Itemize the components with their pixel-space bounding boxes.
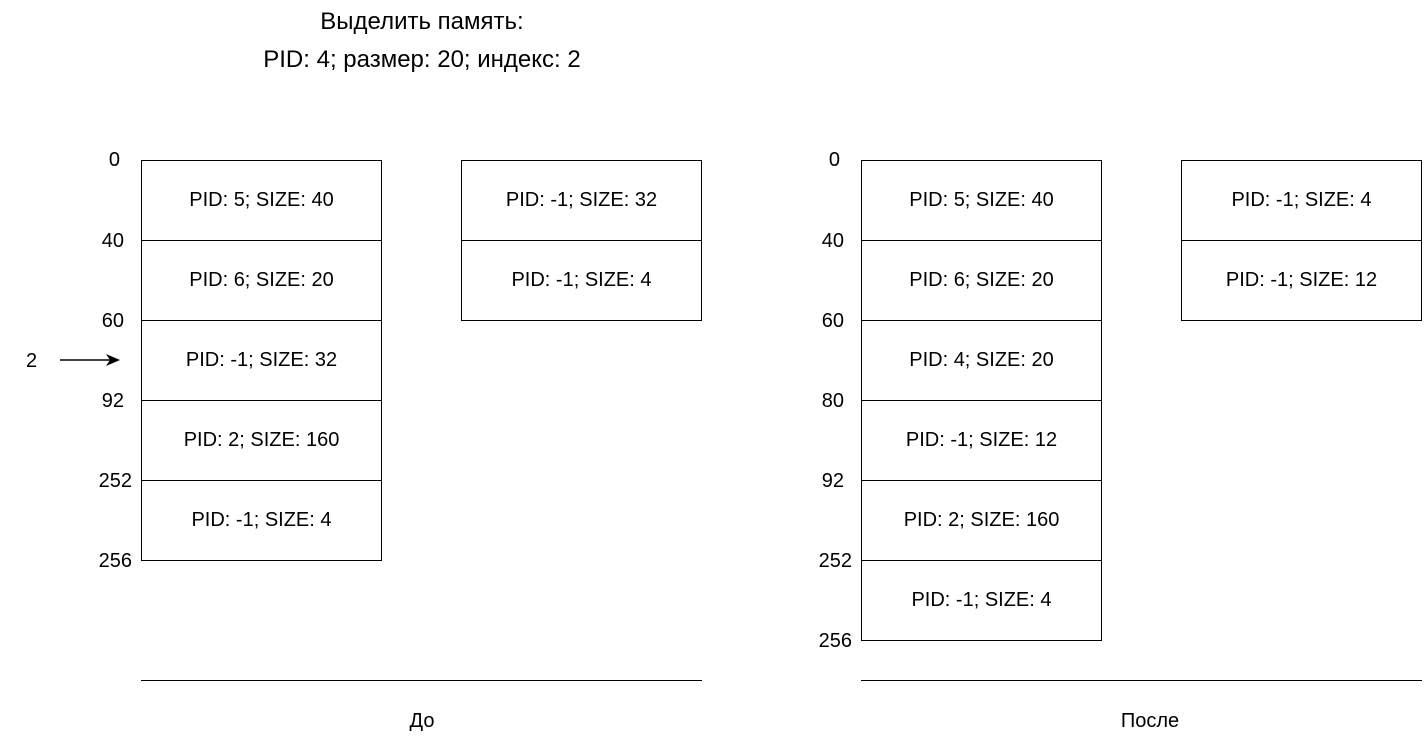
before-memory-block: PID: 2; SIZE: 160 — [141, 400, 382, 481]
after-free-list-item: PID: -1; SIZE: 12 — [1181, 240, 1422, 321]
after-address-label: 0 — [828, 149, 840, 171]
arrow-right-icon — [60, 354, 120, 366]
diagram-title-line1: Выделить память: — [320, 8, 524, 35]
before-address-label: 256 — [98, 550, 132, 572]
before-divider-line — [141, 680, 702, 681]
before-address-label: 40 — [101, 230, 124, 252]
after-address-label: 80 — [821, 390, 844, 412]
before-free-list-item: PID: -1; SIZE: 32 — [461, 160, 702, 241]
after-memory-block: PID: 4; SIZE: 20 — [861, 320, 1102, 401]
after-address-label: 92 — [821, 470, 844, 492]
before-memory-block: PID: 5; SIZE: 40 — [141, 160, 382, 241]
after-caption: После — [1120, 710, 1180, 732]
after-divider-line — [861, 680, 1422, 681]
before-free-list-item: PID: -1; SIZE: 4 — [461, 240, 702, 321]
after-memory-block: PID: -1; SIZE: 12 — [861, 400, 1102, 481]
before-memory-block: PID: -1; SIZE: 32 — [141, 320, 382, 401]
after-address-label: 40 — [821, 230, 844, 252]
before-caption: До — [409, 710, 435, 732]
after-free-list-item: PID: -1; SIZE: 4 — [1181, 160, 1422, 241]
after-memory-block: PID: 2; SIZE: 160 — [861, 480, 1102, 561]
before-address-label: 92 — [101, 390, 124, 412]
before-memory-block: PID: 6; SIZE: 20 — [141, 240, 382, 321]
before-address-label: 60 — [101, 310, 124, 332]
after-memory-block: PID: 5; SIZE: 40 — [861, 160, 1102, 241]
after-address-label: 252 — [818, 550, 852, 572]
index-pointer-label: 2 — [26, 350, 38, 372]
before-memory-block: PID: -1; SIZE: 4 — [141, 480, 382, 561]
after-address-label: 256 — [818, 630, 852, 652]
after-memory-block: PID: 6; SIZE: 20 — [861, 240, 1102, 321]
before-address-label: 0 — [108, 149, 120, 171]
diagram-title-line2: PID: 4; размер: 20; индекс: 2 — [263, 46, 581, 73]
after-memory-block: PID: -1; SIZE: 4 — [861, 560, 1102, 641]
after-address-label: 60 — [821, 310, 844, 332]
before-address-label: 252 — [98, 470, 132, 492]
